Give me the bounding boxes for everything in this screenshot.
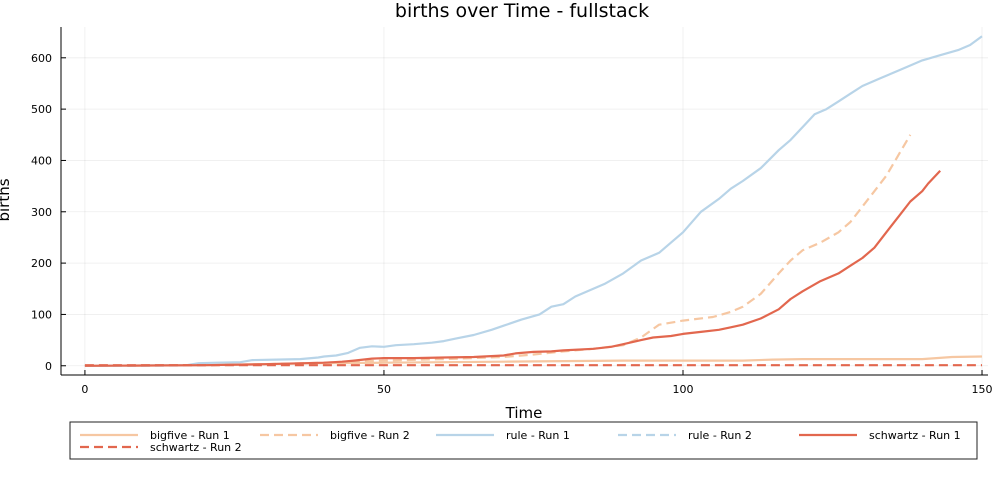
tick-labels: 0 50 100 150 0 100 200 300 400 500 600	[31, 52, 993, 396]
y-tick-label: 600	[31, 52, 52, 65]
y-axis-title: births	[0, 178, 13, 221]
legend-box	[69, 421, 978, 460]
legend-label-2: bigfive - Run 2	[330, 429, 410, 442]
legend-label-6: schwartz - Run 2	[150, 441, 242, 454]
series-line-2	[84, 134, 912, 367]
legend-label-3: rule - Run 1	[506, 429, 570, 442]
x-tick-label: 150	[972, 383, 993, 396]
chart-title: births over Time - fullstack	[395, 0, 649, 22]
x-tick-label: 50	[377, 383, 391, 396]
legend-label-4: rule - Run 2	[688, 429, 752, 442]
y-tick-label: 200	[31, 257, 52, 270]
legend: bigfive - Run 1 bigfive - Run 2 rule - Run…	[69, 421, 978, 460]
legend-label-1: bigfive - Run 1	[150, 429, 230, 442]
legend-label-5: schwartz - Run 1	[869, 429, 961, 442]
y-tick-label: 500	[31, 103, 52, 116]
series-line-3	[84, 35, 983, 367]
y-tick-label: 100	[31, 308, 52, 321]
y-tick-label: 0	[45, 360, 52, 373]
series-layer	[84, 35, 983, 367]
x-axis-title: Time	[505, 404, 543, 422]
x-tick-label: 0	[81, 383, 88, 396]
y-tick-label: 400	[31, 154, 52, 167]
axes	[60, 27, 988, 376]
y-tick-label: 300	[31, 206, 52, 219]
x-tick-label: 100	[672, 383, 693, 396]
series-line-5	[84, 169, 942, 367]
grid	[61, 27, 988, 375]
